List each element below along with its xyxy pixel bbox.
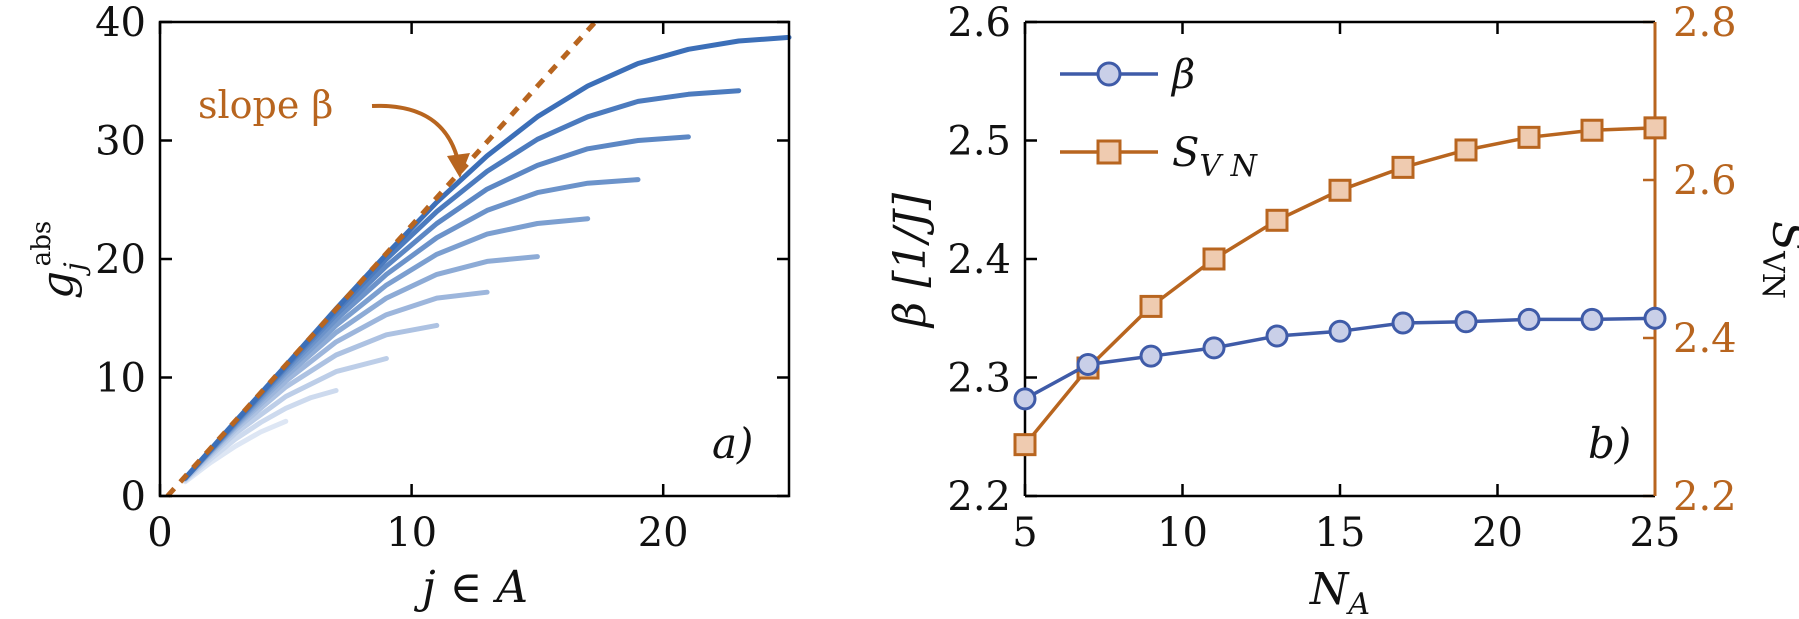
panel-b-ytick-right-label: 2.8	[1673, 0, 1737, 46]
panel-b-ytick-right-label: 2.6	[1673, 158, 1737, 204]
point--	[1643, 306, 1667, 330]
point-s-vn	[1139, 294, 1163, 318]
point-s-vn	[1202, 247, 1226, 271]
panel-a-ytick-label: 20	[95, 237, 146, 283]
slope-annotation: slope β	[198, 83, 333, 127]
panel-a-ytick-label: 30	[95, 119, 146, 165]
panel-b-ylabel-right: SVN	[1755, 221, 1799, 299]
point-s-vn	[1391, 155, 1415, 179]
panel-b-ytick-label: 2.4	[947, 237, 1011, 283]
panel-a-xtick-label: 0	[147, 510, 172, 556]
legend-marker	[1096, 61, 1122, 87]
panel-a: 0 10 20 0 10 20 30 40 slope β a) j ∈ A gjabs	[27, 0, 792, 613]
panel-b-ytick-right-label: 2.4	[1673, 316, 1737, 362]
panel-b-ytick-label: 2.3	[947, 356, 1011, 402]
point-s-vn	[1328, 178, 1352, 202]
panel-b-ticks: 5 10 15 20 252.22.32.42.52.62.22.42.62.8	[947, 0, 1736, 556]
panel-b-ytick-right-label: 2.2	[1673, 474, 1737, 520]
point--	[1580, 307, 1604, 331]
panel-a-xtick-label: 20	[638, 510, 689, 556]
legend-label: SV N	[1172, 130, 1259, 184]
panel-b-xtick-label: 15	[1315, 510, 1366, 556]
point-s-vn	[1013, 433, 1037, 457]
panel-b-xtick-label: 5	[1012, 510, 1037, 556]
panel-a-xlabel: j ∈ A	[413, 562, 528, 613]
point-s-vn	[1517, 125, 1541, 149]
annotation-arrowhead	[447, 153, 470, 178]
panel-a-xtick-label: 10	[386, 510, 437, 556]
panel-b-ytick-label: 2.6	[947, 0, 1011, 46]
panel-a-ytick-label: 40	[95, 0, 146, 46]
panel-b-xtick-label: 20	[1472, 510, 1523, 556]
panel-b-ytick-label: 2.2	[947, 474, 1011, 520]
panel-a-label: a)	[712, 419, 753, 468]
panel-b: 5 10 15 20 252.22.32.42.52.62.22.42.62.8 βSV…	[885, 0, 1799, 619]
panel-a-ticks: 0 10 20 0 10 20 30 40	[95, 0, 789, 556]
point--	[1076, 352, 1100, 376]
svg-text:gjabs: gjabs	[27, 221, 91, 299]
panel-a-ytick-label: 0	[121, 474, 146, 520]
series-line-s-vn	[1023, 126, 1656, 446]
panel-b-ylabel: β [1/J]	[885, 192, 936, 329]
point--	[1139, 344, 1163, 368]
panel-a-frame	[158, 20, 791, 498]
annotation-arrow	[371, 103, 462, 171]
point--	[1328, 319, 1352, 343]
panel-b-series	[1013, 116, 1667, 457]
legend-marker	[1096, 139, 1122, 165]
panel-b-legend: β SV N	[1060, 52, 1259, 184]
point-s-vn	[1580, 118, 1604, 142]
curve-n-a-21	[182, 134, 691, 481]
point-s-vn	[1643, 116, 1667, 140]
point--	[1202, 336, 1226, 360]
point--	[1265, 324, 1289, 348]
panel-b-label: b)	[1588, 419, 1631, 468]
point--	[1013, 387, 1037, 411]
legend-label: β	[1170, 52, 1195, 98]
panel-a-ylabel: gjabs	[27, 221, 91, 299]
panel-b-ytick-label: 2.5	[947, 119, 1011, 165]
panel-b-xtick-label: 10	[1157, 510, 1208, 556]
point-s-vn	[1265, 208, 1289, 232]
panel-b-xtick-label: 25	[1630, 510, 1681, 556]
slope-reference-line	[165, 20, 598, 498]
point--	[1391, 311, 1415, 335]
panel-a-ytick-label: 10	[95, 356, 146, 402]
point--	[1517, 307, 1541, 331]
panel-b-xlabel: NA	[1309, 564, 1370, 619]
point--	[1454, 310, 1478, 334]
point-s-vn	[1454, 138, 1478, 162]
